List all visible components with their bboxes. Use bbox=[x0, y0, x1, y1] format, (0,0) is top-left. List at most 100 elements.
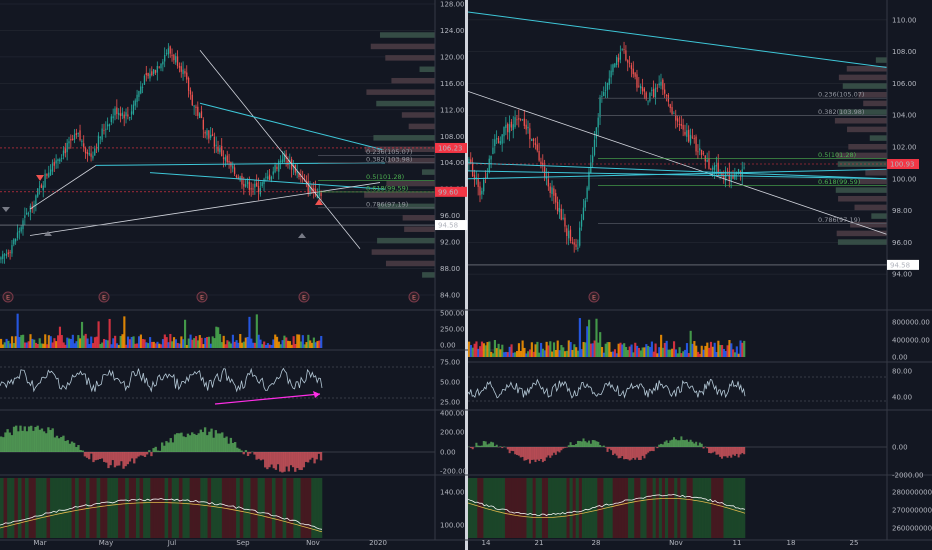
candle-body[interactable] bbox=[272, 171, 274, 175]
candle-body[interactable] bbox=[543, 166, 546, 177]
candle-body[interactable] bbox=[689, 134, 692, 144]
trendline-white[interactable] bbox=[199, 50, 361, 249]
candle-body[interactable] bbox=[680, 123, 682, 126]
candle-body[interactable] bbox=[232, 165, 234, 169]
candle-body[interactable] bbox=[156, 65, 158, 73]
candle-body[interactable] bbox=[697, 151, 699, 153]
candle-body[interactable] bbox=[612, 64, 614, 72]
candle-body[interactable] bbox=[246, 179, 249, 185]
candle-body[interactable] bbox=[75, 133, 78, 136]
trendline-cyan[interactable] bbox=[467, 170, 888, 180]
candle-body[interactable] bbox=[641, 87, 644, 92]
candle-body[interactable] bbox=[531, 138, 533, 141]
candle-body[interactable] bbox=[267, 176, 269, 179]
trendline-cyan[interactable] bbox=[467, 168, 888, 180]
right-obv-pane[interactable] bbox=[467, 478, 746, 538]
candle-body[interactable] bbox=[712, 167, 714, 170]
candle-body[interactable] bbox=[592, 155, 594, 163]
candle-body[interactable] bbox=[569, 229, 572, 241]
candle-body[interactable] bbox=[597, 117, 599, 128]
candle-body[interactable] bbox=[9, 251, 11, 253]
candle-body[interactable] bbox=[640, 86, 642, 89]
candle-body[interactable] bbox=[198, 113, 201, 118]
candle-body[interactable] bbox=[241, 175, 243, 185]
candle-body[interactable] bbox=[7, 252, 9, 255]
candle-body[interactable] bbox=[473, 174, 476, 180]
candle-body[interactable] bbox=[173, 54, 175, 61]
candle-body[interactable] bbox=[573, 242, 575, 245]
left-time-axis[interactable]: Mar May Jul Sep Nov 2020 bbox=[33, 539, 387, 547]
candle-body[interactable] bbox=[616, 57, 618, 66]
rsi-divergence-arrow[interactable] bbox=[214, 393, 321, 405]
candle-body[interactable] bbox=[643, 88, 646, 92]
candle-body[interactable] bbox=[654, 87, 657, 98]
candle-body[interactable] bbox=[497, 138, 500, 144]
candle-body[interactable] bbox=[276, 166, 278, 170]
left-volume-pane[interactable] bbox=[0, 313, 323, 348]
candle-body[interactable] bbox=[512, 124, 514, 131]
earnings-marker[interactable] bbox=[408, 291, 420, 303]
candle-body[interactable] bbox=[588, 171, 590, 190]
candle-body[interactable] bbox=[243, 183, 245, 187]
candle-body[interactable] bbox=[691, 136, 694, 138]
candle-body[interactable] bbox=[202, 119, 204, 130]
candle-body[interactable] bbox=[715, 165, 718, 167]
candle-body[interactable] bbox=[710, 168, 712, 170]
candle-body[interactable] bbox=[3, 254, 6, 256]
candle-body[interactable] bbox=[525, 124, 527, 130]
candle-body[interactable] bbox=[226, 155, 228, 163]
left-obv-pane[interactable] bbox=[0, 478, 323, 538]
candle-body[interactable] bbox=[545, 176, 548, 179]
candle-body[interactable] bbox=[237, 177, 239, 179]
candle-body[interactable] bbox=[263, 178, 265, 185]
candle-body[interactable] bbox=[42, 185, 44, 191]
candle-body[interactable] bbox=[542, 162, 544, 166]
candle-body[interactable] bbox=[141, 86, 144, 88]
candle-body[interactable] bbox=[175, 56, 177, 63]
candle-body[interactable] bbox=[106, 124, 109, 127]
right-time-axis[interactable]: 14 21 28 Nov 11 18 25 bbox=[482, 539, 859, 547]
candle-body[interactable] bbox=[46, 173, 48, 176]
candle-body[interactable] bbox=[477, 178, 479, 187]
candle-body[interactable] bbox=[575, 244, 577, 247]
candle-body[interactable] bbox=[270, 176, 273, 180]
candle-body[interactable] bbox=[695, 136, 697, 152]
candle-body[interactable] bbox=[619, 52, 621, 60]
candle-body[interactable] bbox=[518, 118, 520, 120]
candle-body[interactable] bbox=[129, 117, 131, 118]
candle-body[interactable] bbox=[16, 232, 19, 238]
candle-body[interactable] bbox=[287, 160, 289, 166]
candle-body[interactable] bbox=[20, 227, 22, 232]
candle-body[interactable] bbox=[132, 104, 135, 114]
candle-body[interactable] bbox=[721, 172, 723, 176]
candle-body[interactable] bbox=[682, 124, 684, 130]
candle-body[interactable] bbox=[316, 195, 319, 199]
earnings-marker[interactable] bbox=[2, 291, 14, 303]
candle-body[interactable] bbox=[60, 157, 63, 159]
candle-body[interactable] bbox=[658, 83, 660, 86]
candle-body[interactable] bbox=[55, 160, 57, 164]
right-fibonacci-levels[interactable]: 0.236(105.07) 0.382(103.98) 0.5(101.28) 0.6… bbox=[598, 91, 887, 224]
obv-signal-line[interactable] bbox=[0, 502, 323, 533]
candle-body[interactable] bbox=[662, 79, 664, 90]
earnings-marker[interactable] bbox=[298, 291, 310, 303]
candle-body[interactable] bbox=[538, 150, 540, 161]
candle-body[interactable] bbox=[582, 207, 585, 220]
candle-body[interactable] bbox=[164, 54, 166, 62]
trendline-white[interactable] bbox=[29, 182, 381, 236]
candle-body[interactable] bbox=[2, 254, 4, 259]
trendline-cyan[interactable] bbox=[199, 102, 383, 150]
candle-body[interactable] bbox=[228, 160, 230, 163]
candle-body[interactable] bbox=[494, 139, 496, 146]
candle-body[interactable] bbox=[94, 148, 96, 156]
candle-body[interactable] bbox=[5, 253, 8, 256]
candle-body[interactable] bbox=[206, 130, 208, 136]
candle-body[interactable] bbox=[110, 116, 112, 123]
candle-body[interactable] bbox=[257, 185, 260, 192]
candle-body[interactable] bbox=[699, 148, 701, 151]
candle-body[interactable] bbox=[571, 242, 573, 244]
candle-body[interactable] bbox=[0, 257, 2, 260]
candle-body[interactable] bbox=[182, 69, 184, 75]
candle-body[interactable] bbox=[244, 184, 247, 187]
